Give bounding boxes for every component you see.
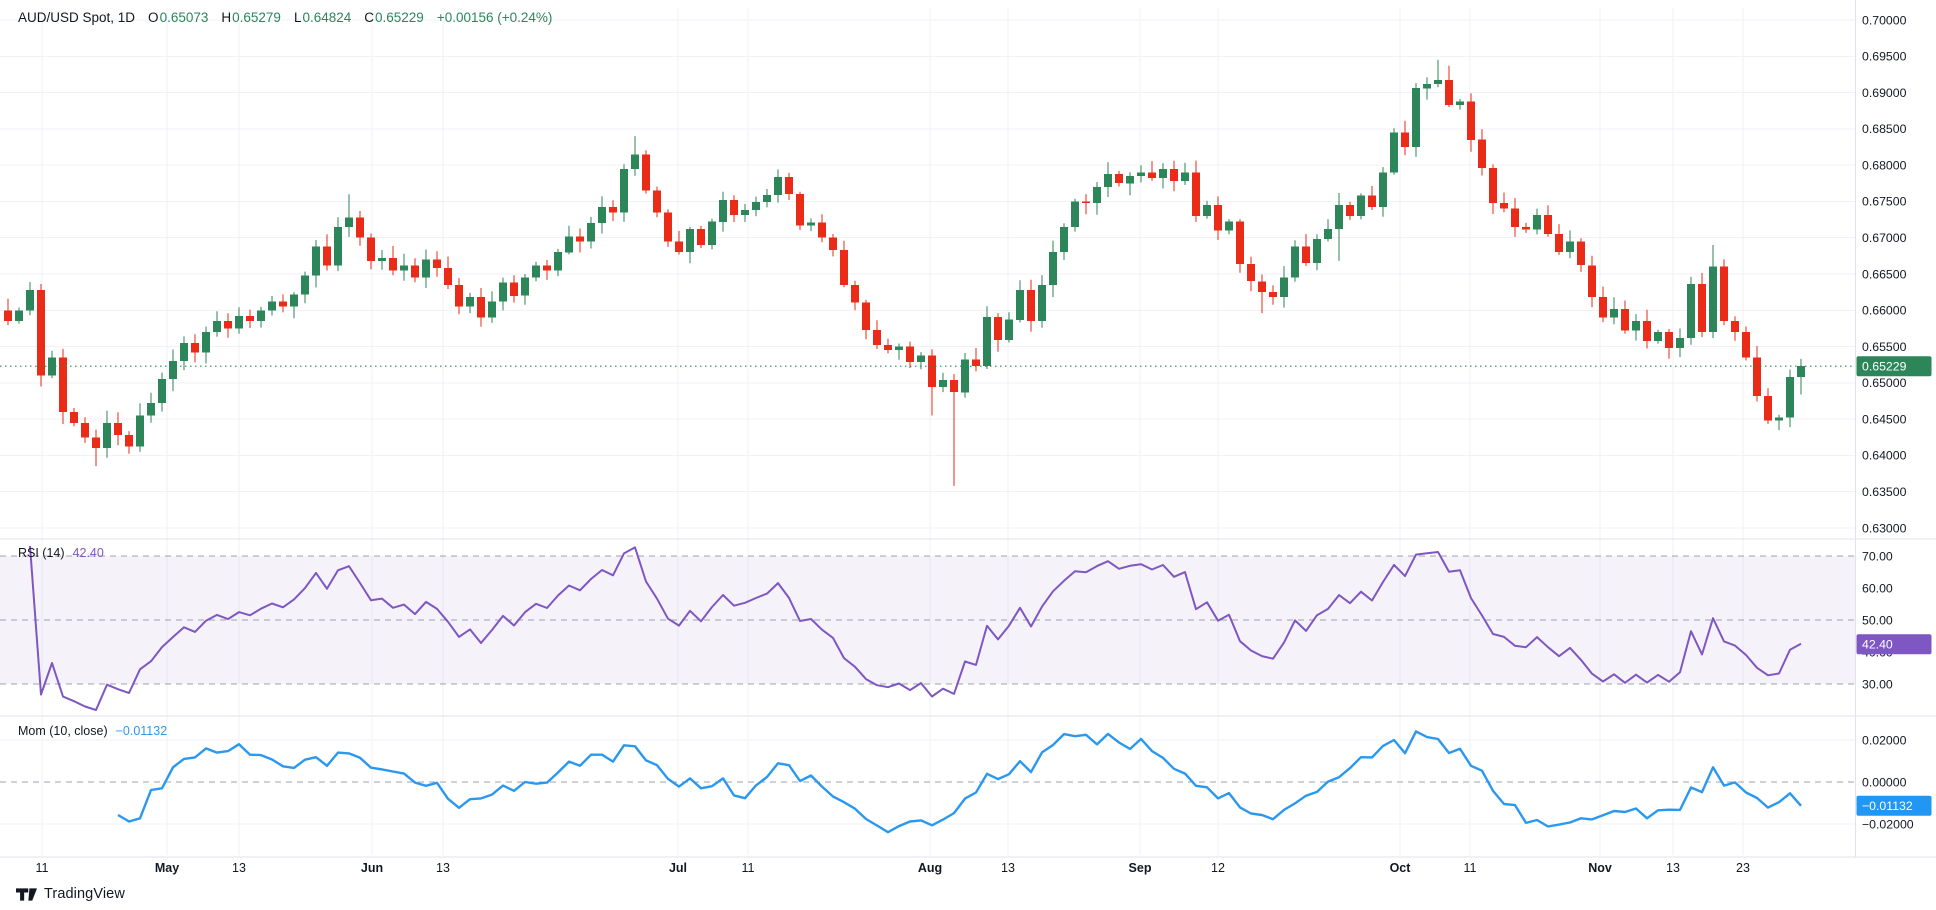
time-tick-label: Nov: [1588, 861, 1612, 875]
rsi-line: [29, 545, 1802, 711]
svg-text:0.65229: 0.65229: [1862, 360, 1907, 374]
axis-tick-label: 0.02000: [1862, 733, 1907, 747]
mom-indicator-title: Mom (10, close): [18, 724, 108, 738]
axis-tick-label: 0.64500: [1862, 412, 1907, 426]
tradingview-attribution[interactable]: TradingView: [16, 886, 125, 902]
axis-tick-label: −0.02000: [1862, 817, 1914, 831]
axis-tick-label: 0.64000: [1862, 449, 1907, 463]
svg-text:−0.01132: −0.01132: [1862, 799, 1913, 813]
time-tick-label: Jul: [668, 861, 688, 875]
rsi-indicator-title: RSI (14): [18, 546, 65, 560]
time-tick-label: 12: [1211, 861, 1225, 875]
axis-tick-label: 0.66500: [1862, 267, 1907, 281]
time-tick-label: 11: [1463, 861, 1477, 875]
time-tick-label: 13: [1666, 861, 1680, 875]
axis-tick-label: 0.68000: [1862, 158, 1907, 172]
ohlc-low: L0.64824: [293, 10, 352, 25]
axis-tick-label: 0.68500: [1862, 122, 1907, 136]
time-tick-label: Sep: [1128, 861, 1152, 875]
symbol-header: AUD/USD Spot, 1D O0.65073 H0.65279 L0.64…: [18, 10, 552, 25]
symbol-title[interactable]: AUD/USD Spot, 1D: [18, 10, 136, 25]
time-tick-label: 23: [1736, 861, 1750, 875]
ohlc-high: H0.65279: [221, 10, 281, 25]
tradingview-attribution-text: TradingView: [44, 886, 125, 902]
axis-tick-label: 60.00: [1862, 581, 1893, 595]
candles: [4, 59, 1805, 486]
price-scale[interactable]: [1856, 0, 1936, 857]
axis-tick-label: 50.00: [1862, 613, 1893, 627]
ohlc-close: C0.65229: [364, 10, 424, 25]
time-tick-label: Aug: [917, 861, 943, 875]
axis-tick-label: 0.67000: [1862, 231, 1907, 245]
time-tick-label: Jun: [360, 861, 384, 875]
change-value: +0.00156 (+0.24%): [436, 10, 553, 25]
chart-plot-area[interactable]: [0, 0, 1855, 857]
mom-value-badge: −0.01132: [1856, 795, 1932, 816]
time-tick-label: 13: [436, 861, 450, 875]
time-tick-label: Oct: [1389, 861, 1411, 875]
mom-current-value: −0.01132: [115, 724, 168, 738]
axis-tick-label: 0.69000: [1862, 86, 1907, 100]
mom-pane-label[interactable]: Mom (10, close) −0.01132: [18, 724, 167, 738]
mom-line: [117, 730, 1802, 834]
rsi-current-value: 42.40: [72, 546, 104, 560]
time-scale[interactable]: 11 May 13 Jun 13 Jul 11 Aug 13 Sep 12 Oct 11 Nov 13 23: [0, 858, 1855, 884]
time-tick-label: 13: [232, 861, 246, 875]
axis-tick-label: 0.67500: [1862, 195, 1907, 209]
axis-tick-label: 0.63000: [1862, 521, 1907, 535]
axis-tick-label: 0.70000: [1862, 13, 1907, 27]
axis-tick-label: 70.00: [1862, 549, 1893, 563]
time-tick-label: 11: [741, 861, 755, 875]
time-tick-label: 11: [35, 861, 49, 875]
rsi-pane-label[interactable]: RSI (14) 42.40: [18, 546, 104, 560]
axis-tick-label: 0.65000: [1862, 376, 1907, 390]
axis-tick-label: 30.00: [1862, 677, 1893, 691]
time-tick-label: May: [154, 861, 180, 875]
axis-tick-label: 0.66000: [1862, 304, 1907, 318]
svg-text:42.40: 42.40: [1862, 638, 1893, 652]
time-tick-label: 13: [1001, 861, 1015, 875]
rsi-value-badge: 42.40: [1856, 634, 1932, 655]
axis-tick-label: 0.00000: [1862, 775, 1907, 789]
axis-tick-label: 0.63500: [1862, 485, 1907, 499]
ohlc-open: O0.65073: [148, 10, 209, 25]
axis-tick-label: 0.65500: [1862, 340, 1907, 354]
last-price-badge: 0.65229: [1856, 356, 1932, 377]
axis-tick-label: 0.69500: [1862, 50, 1907, 64]
tradingview-logo-icon: [16, 887, 37, 901]
